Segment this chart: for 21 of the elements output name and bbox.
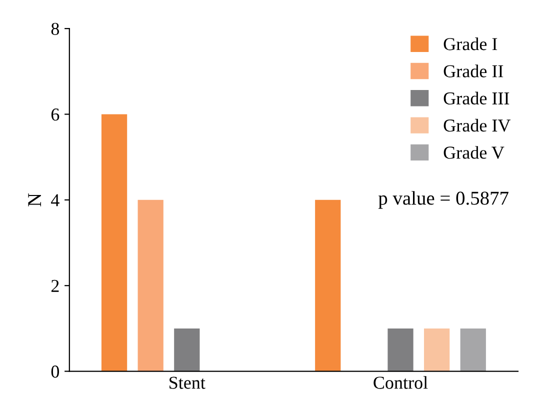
y-tick-label: 8: [51, 22, 60, 35]
bar: [138, 200, 164, 372]
y-tick-label: 4: [51, 194, 60, 206]
legend-label: Grade IV: [444, 118, 511, 132]
bar: [174, 328, 200, 372]
bar: [388, 328, 414, 372]
y-tick-label: 2: [51, 280, 59, 292]
legend-label: Grade II: [444, 64, 504, 78]
bar: [460, 328, 486, 372]
bar: [315, 200, 341, 372]
legend-label: Grade III: [444, 92, 510, 104]
y-tick-label: 0: [51, 366, 60, 378]
annotation: p value = 0.5877: [378, 191, 508, 209]
bar: [424, 328, 450, 372]
legend-label: Grade I: [444, 38, 498, 50]
bar: [101, 114, 128, 372]
y-tick-label: 6: [51, 108, 60, 121]
legend-label: Grade V: [444, 146, 504, 159]
x-tick-label: Control: [374, 376, 428, 389]
x-tick-label: Stent: [170, 376, 206, 389]
y-axis-title: N: [28, 193, 41, 206]
